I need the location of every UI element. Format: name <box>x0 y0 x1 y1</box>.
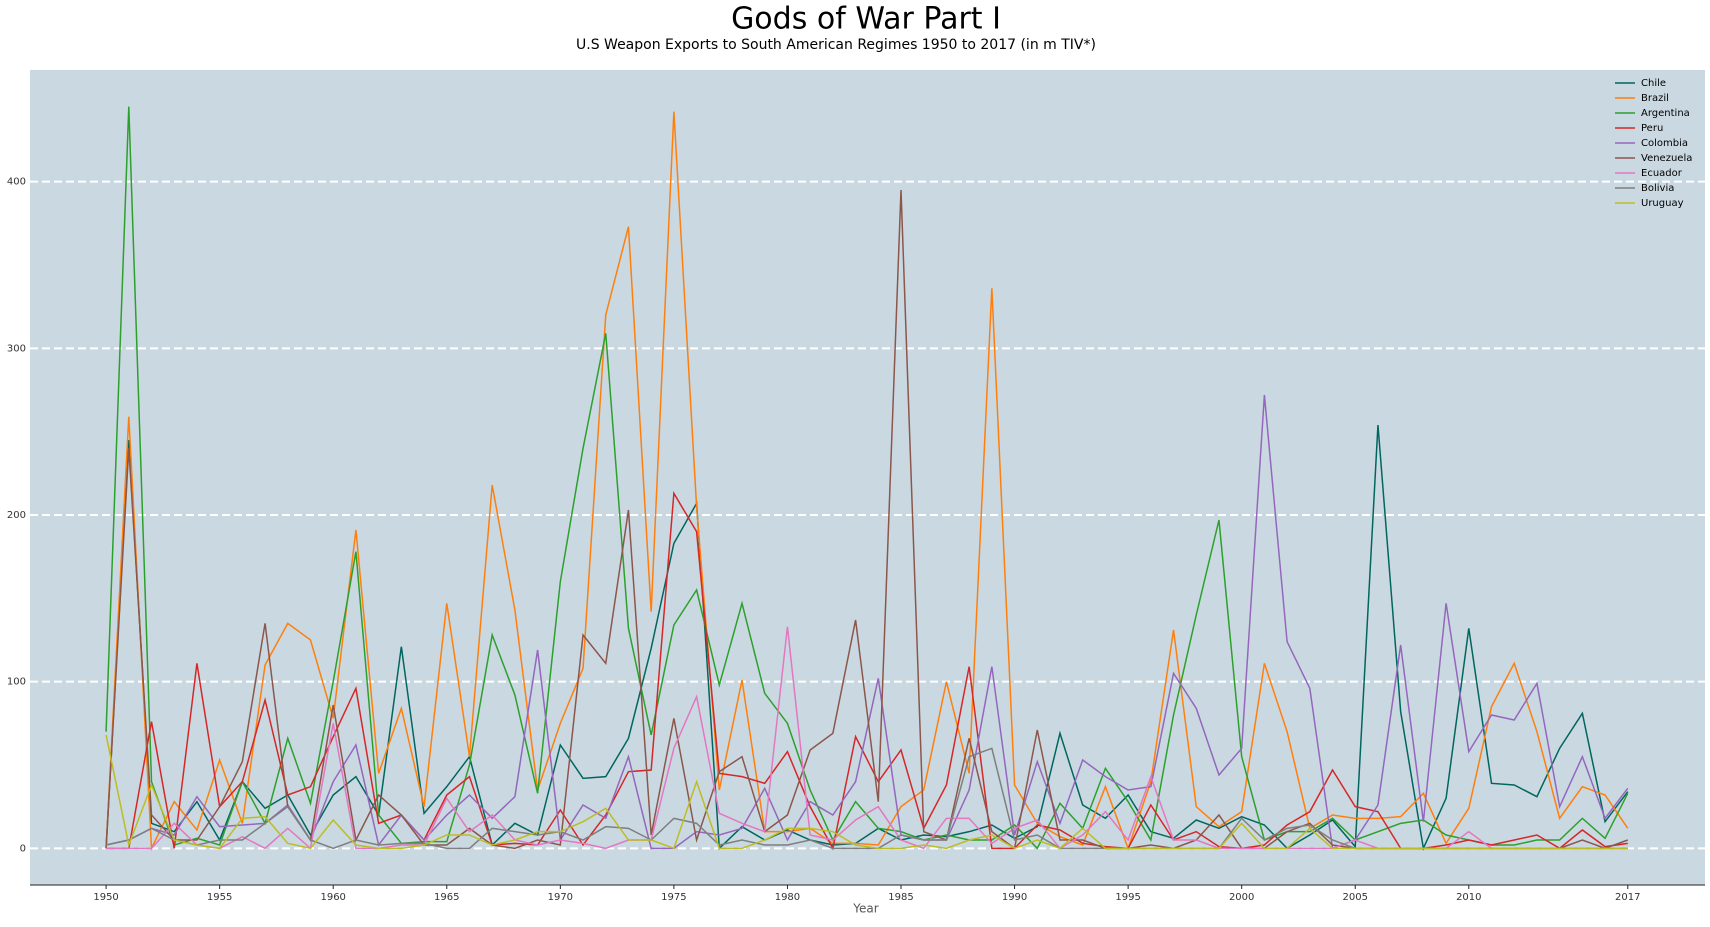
x-tick-label: 1995 <box>1115 892 1140 903</box>
x-tick-label: 1980 <box>775 892 800 903</box>
legend-label: Uruguay <box>1641 198 1684 209</box>
x-tick-label: 1990 <box>1002 892 1027 903</box>
x-tick-label: 1960 <box>320 892 345 903</box>
x-axis-label: Year <box>852 902 878 916</box>
x-tick-label: 2010 <box>1456 892 1481 903</box>
series-line <box>105 111 1629 852</box>
chart-title: Gods of War Part I <box>731 2 1001 37</box>
legend-label: Colombia <box>1641 138 1688 149</box>
legend-label: Peru <box>1641 123 1663 134</box>
legend-label: Ecuador <box>1641 168 1683 179</box>
legend-label: Venezuela <box>1641 153 1692 164</box>
series-line <box>105 106 1629 850</box>
y-tick-label: 0 <box>20 843 26 854</box>
x-tick-label: 2005 <box>1343 892 1368 903</box>
x-tick-label: 1955 <box>207 892 232 903</box>
plot-area <box>30 70 1705 885</box>
series-line <box>106 626 1628 850</box>
x-tick-label: 2017 <box>1615 892 1640 903</box>
series-line <box>105 394 1629 850</box>
y-tick-label: 300 <box>7 343 26 354</box>
x-tick-label: 1965 <box>434 892 459 903</box>
x-tick-label: 1950 <box>93 892 118 903</box>
y-tick-label: 100 <box>7 677 26 688</box>
legend-label: Brazil <box>1641 93 1669 104</box>
x-tick-label: 1985 <box>888 892 913 903</box>
legend-label: Chile <box>1641 78 1666 89</box>
series-line <box>105 734 1628 850</box>
series-line <box>105 424 1629 851</box>
legend-label: Bolivia <box>1641 183 1674 194</box>
x-tick-label: 1975 <box>661 892 686 903</box>
y-tick-label: 400 <box>7 177 26 188</box>
chart-subtitle: U.S Weapon Exports to South American Reg… <box>576 37 1096 53</box>
y-tick-label: 200 <box>7 510 26 521</box>
x-tick-label: 2000 <box>1229 892 1254 903</box>
x-tick-label: 1970 <box>548 892 573 903</box>
legend-label: Argentina <box>1641 108 1690 119</box>
